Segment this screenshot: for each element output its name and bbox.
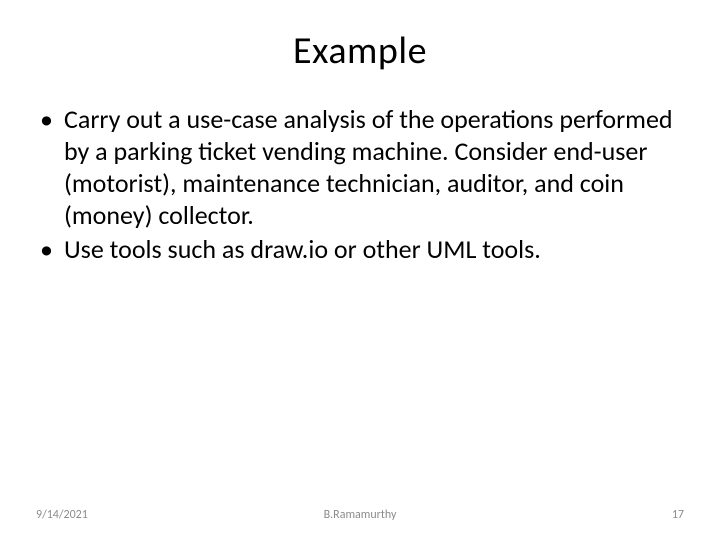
footer-author: B.Ramamurthy (324, 508, 397, 522)
bullet-item: Carry out a use-case analysis of the ope… (64, 104, 684, 232)
slide-title: Example (0, 0, 720, 104)
slide-body: Carry out a use-case analysis of the ope… (0, 104, 720, 266)
footer-page: 17 (672, 508, 684, 522)
bullet-item: Use tools such as draw.io or other UML t… (64, 234, 684, 266)
bullet-list: Carry out a use-case analysis of the ope… (36, 104, 684, 266)
footer-date: 9/14/2021 (36, 508, 88, 522)
slide: Example Carry out a use-case analysis of… (0, 0, 720, 540)
